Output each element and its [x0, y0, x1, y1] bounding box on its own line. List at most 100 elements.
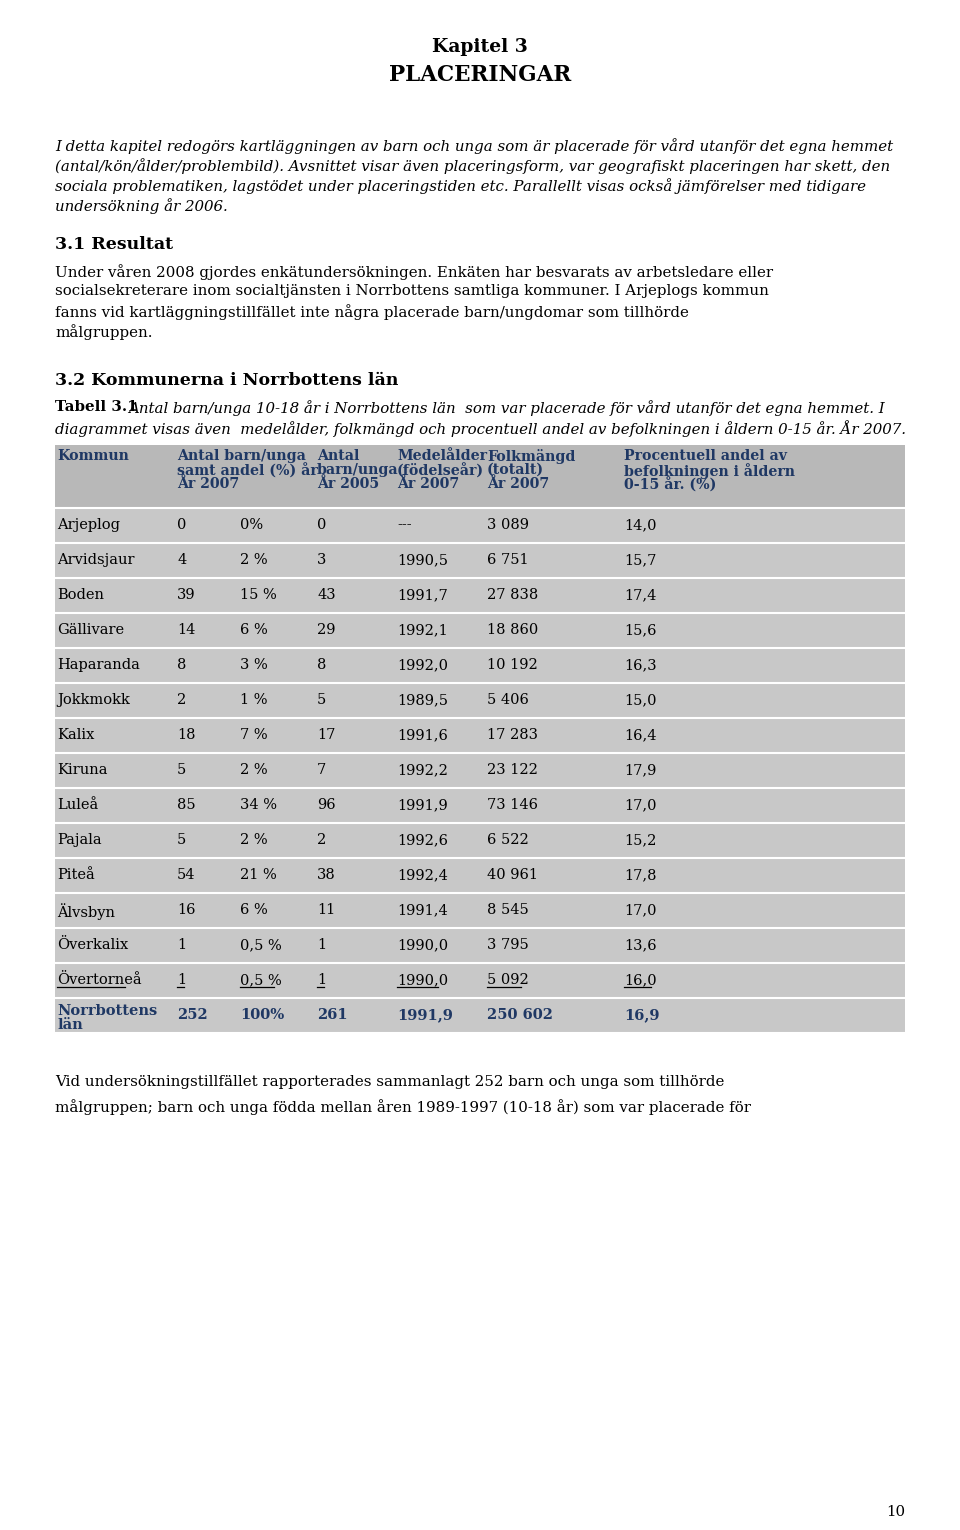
- Text: Arjeplog: Arjeplog: [57, 519, 120, 532]
- Bar: [55, 718, 905, 753]
- Text: 261: 261: [317, 1008, 348, 1022]
- Text: 8 545: 8 545: [487, 903, 529, 916]
- Text: 8: 8: [177, 658, 186, 672]
- Text: 17,9: 17,9: [624, 763, 657, 777]
- Text: 2 %: 2 %: [240, 763, 268, 777]
- Text: 21 %: 21 %: [240, 868, 276, 881]
- Text: 1991,9: 1991,9: [397, 799, 447, 812]
- Bar: [55, 753, 905, 788]
- Text: 0: 0: [317, 519, 326, 532]
- Text: 1: 1: [317, 938, 326, 952]
- Text: (födelseår): (födelseår): [397, 464, 484, 479]
- Text: Medelålder: Medelålder: [397, 448, 487, 464]
- Text: Luleå: Luleå: [57, 799, 98, 812]
- Text: 39: 39: [177, 588, 196, 601]
- Text: 1992,1: 1992,1: [397, 623, 447, 636]
- Text: 13,6: 13,6: [624, 938, 657, 952]
- Text: 2: 2: [317, 832, 326, 848]
- Text: befolkningen i åldern: befolkningen i åldern: [624, 464, 795, 479]
- Text: 3 %: 3 %: [240, 658, 268, 672]
- Text: 11: 11: [317, 903, 335, 916]
- Text: 16,0: 16,0: [624, 973, 657, 987]
- Bar: [55, 858, 905, 894]
- Text: 2: 2: [177, 693, 186, 707]
- Text: Övertorneå: Övertorneå: [57, 973, 142, 987]
- Text: 17,4: 17,4: [624, 588, 657, 601]
- Text: 3 795: 3 795: [487, 938, 529, 952]
- Text: 17: 17: [317, 728, 335, 742]
- Text: 1990,5: 1990,5: [397, 552, 448, 568]
- Text: målgruppen.: målgruppen.: [55, 324, 153, 340]
- Text: 17,8: 17,8: [624, 868, 657, 881]
- Text: Kapitel 3: Kapitel 3: [432, 38, 528, 57]
- Text: 1992,2: 1992,2: [397, 763, 448, 777]
- Text: Norrbottens: Norrbottens: [57, 1004, 157, 1017]
- Text: Vid undersökningstillfället rapporterades sammanlagt 252 barn och unga som tillh: Vid undersökningstillfället rapporterade…: [55, 1076, 725, 1089]
- Bar: [55, 962, 905, 998]
- Bar: [55, 508, 905, 543]
- Text: 1991,7: 1991,7: [397, 588, 447, 601]
- Text: År 2007: År 2007: [487, 477, 549, 491]
- Text: Älvsbyn: Älvsbyn: [57, 903, 115, 920]
- Text: Gällivare: Gällivare: [57, 623, 124, 636]
- Text: År 2007: År 2007: [397, 477, 459, 491]
- Text: 1: 1: [317, 973, 326, 987]
- Text: 2 %: 2 %: [240, 832, 268, 848]
- Text: Haparanda: Haparanda: [57, 658, 140, 672]
- Text: Procentuell andel av: Procentuell andel av: [624, 448, 787, 464]
- Text: År 2005: År 2005: [317, 477, 379, 491]
- Text: undersökning år 2006.: undersökning år 2006.: [55, 197, 228, 214]
- Text: 0,5 %: 0,5 %: [240, 938, 281, 952]
- Text: 0: 0: [177, 519, 186, 532]
- Text: diagrammet visas även  medelålder, folkmängd och procentuell andel av befolkning: diagrammet visas även medelålder, folkmä…: [55, 421, 906, 438]
- Text: 15 %: 15 %: [240, 588, 276, 601]
- Text: 100%: 100%: [240, 1008, 284, 1022]
- Text: 1990,0: 1990,0: [397, 938, 448, 952]
- Text: I detta kapitel redogörs kartläggningen av barn och unga som är placerade för vå: I detta kapitel redogörs kartläggningen …: [55, 138, 893, 155]
- Bar: [55, 614, 905, 649]
- Bar: [55, 649, 905, 682]
- Text: 10 192: 10 192: [487, 658, 538, 672]
- Text: 3: 3: [317, 552, 326, 568]
- Text: Antal barn/unga: Antal barn/unga: [177, 448, 306, 464]
- Text: Antal barn/unga 10-18 år i Norrbottens län  som var placerade för vård utanför d: Antal barn/unga 10-18 år i Norrbottens l…: [128, 399, 884, 416]
- Text: 5 406: 5 406: [487, 693, 529, 707]
- Text: 1991,9: 1991,9: [397, 1008, 453, 1022]
- Text: 1991,4: 1991,4: [397, 903, 447, 916]
- Text: 3 089: 3 089: [487, 519, 529, 532]
- Text: 5: 5: [177, 763, 186, 777]
- Bar: [55, 445, 905, 508]
- Bar: [55, 578, 905, 614]
- Text: Överkalix: Överkalix: [57, 938, 129, 952]
- Text: 8: 8: [317, 658, 326, 672]
- Text: län: län: [57, 1017, 83, 1033]
- Text: 0%: 0%: [240, 519, 263, 532]
- Text: 0,5 %: 0,5 %: [240, 973, 281, 987]
- Text: 15,0: 15,0: [624, 693, 657, 707]
- Text: 4: 4: [177, 552, 186, 568]
- Text: 252: 252: [177, 1008, 207, 1022]
- Text: 16,4: 16,4: [624, 728, 657, 742]
- Text: 85: 85: [177, 799, 196, 812]
- Text: 10: 10: [886, 1506, 905, 1519]
- Text: 6 751: 6 751: [487, 552, 529, 568]
- Text: Under våren 2008 gjordes enkätundersökningen. Enkäten har besvarats av arbetsled: Under våren 2008 gjordes enkätundersökni…: [55, 265, 773, 280]
- Text: 7 %: 7 %: [240, 728, 268, 742]
- Text: Tabell 3.1: Tabell 3.1: [55, 399, 137, 415]
- Text: 14: 14: [177, 623, 196, 636]
- Text: 38: 38: [317, 868, 336, 881]
- Bar: [55, 788, 905, 823]
- Text: 3.1 Resultat: 3.1 Resultat: [55, 236, 173, 252]
- Text: 1992,4: 1992,4: [397, 868, 448, 881]
- Text: 27 838: 27 838: [487, 588, 539, 601]
- Text: 250 602: 250 602: [487, 1008, 553, 1022]
- Text: År 2007: År 2007: [177, 477, 239, 491]
- Text: 16: 16: [177, 903, 196, 916]
- Text: 1992,0: 1992,0: [397, 658, 448, 672]
- Text: Jokkmokk: Jokkmokk: [57, 693, 130, 707]
- Text: 54: 54: [177, 868, 196, 881]
- Text: 3.2 Kommunerna i Norrbottens län: 3.2 Kommunerna i Norrbottens län: [55, 372, 398, 389]
- Text: 23 122: 23 122: [487, 763, 538, 777]
- Text: 18: 18: [177, 728, 196, 742]
- Text: 1: 1: [177, 973, 186, 987]
